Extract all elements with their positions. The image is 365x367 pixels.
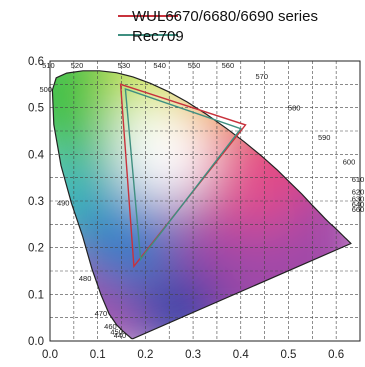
legend-label-series-1: Rec709 [132, 28, 184, 45]
wavelength-label: 640 [352, 200, 365, 209]
x-tick-label: 0.0 [42, 349, 58, 361]
y-axis-ticks: 0.0 0.1 0.2 0.3 0.4 0.5 0.6 [28, 56, 45, 348]
wavelength-label: 470 [95, 309, 108, 318]
legend: WUL6670/6680/6690 series Rec709 [118, 8, 318, 45]
wavelength-label: 550 [188, 61, 201, 70]
gamut-triangles [119, 83, 247, 269]
y-tick-label: 0.0 [28, 336, 44, 348]
wavelength-label: 500 [39, 85, 52, 94]
x-tick-label: 0.1 [90, 349, 106, 361]
x-axis-ticks: 0.0 0.1 0.2 0.3 0.4 0.5 0.6 [42, 349, 344, 361]
gamut-triangle-series-1 [124, 87, 242, 262]
y-tick-label: 0.3 [28, 196, 44, 208]
wavelength-label: 660 [352, 205, 365, 214]
y-tick-label: 0.2 [28, 243, 44, 255]
spectral-locus-outline [51, 70, 352, 340]
wavelength-label: 450 [110, 328, 123, 337]
plot-frame [49, 60, 361, 342]
wavelength-label: 510 [42, 61, 55, 70]
legend-label-series-0: WUL6670/6680/6690 series [132, 8, 318, 25]
x-tick-label: 0.4 [233, 349, 250, 361]
wavelength-label: 630 [352, 195, 365, 204]
wavelength-label: 610 [352, 175, 365, 184]
x-tick-label: 0.5 [280, 349, 296, 361]
wavelength-label: 480 [79, 274, 92, 283]
wavelength-label: 460 [104, 322, 117, 331]
x-tick-label: 0.6 [328, 349, 344, 361]
wavelength-label: 570 [255, 72, 268, 81]
y-tick-label: 0.4 [28, 149, 45, 161]
y-tick-label: 0.1 [28, 289, 44, 301]
wavelength-label: 540 [153, 61, 166, 70]
grid [50, 61, 361, 341]
y-tick-label: 0.6 [28, 56, 44, 68]
y-tick-label: 0.5 [28, 103, 44, 115]
wavelength-label: 620 [352, 187, 365, 196]
wavelength-label: 600 [343, 157, 356, 166]
x-tick-label: 0.3 [185, 349, 201, 361]
x-tick-label: 0.2 [137, 349, 153, 361]
wavelength-label: 440 [114, 331, 127, 340]
wavelength-label: 520 [71, 61, 84, 70]
wavelength-label: 490 [57, 198, 70, 207]
wavelength-label: 560 [222, 61, 235, 70]
wavelength-label: 580 [288, 104, 301, 113]
wavelength-label: 590 [318, 133, 331, 142]
wavelength-label: 530 [118, 61, 131, 70]
